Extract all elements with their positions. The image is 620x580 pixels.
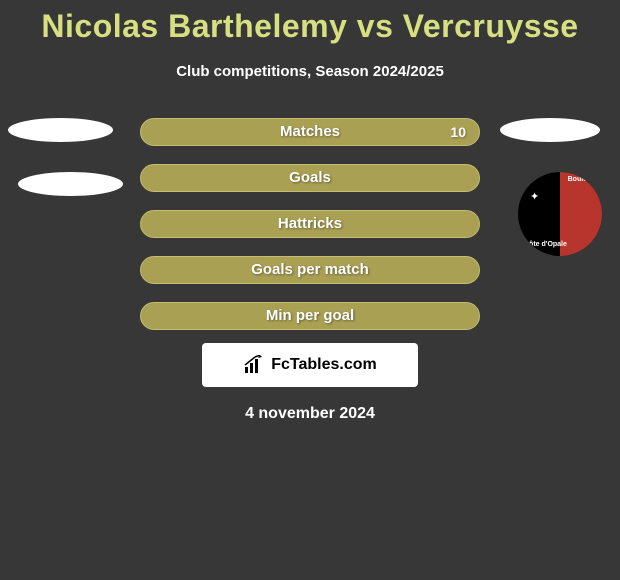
stat-row-goals: Goals bbox=[140, 164, 480, 192]
stat-label: Goals per match bbox=[140, 256, 480, 284]
comparison-card: Nicolas Barthelemy vs Vercruysse Club co… bbox=[0, 0, 620, 580]
player-marker-right bbox=[500, 118, 600, 142]
page-title: Nicolas Barthelemy vs Vercruysse bbox=[0, 0, 620, 45]
stat-row-matches: Matches 10 bbox=[140, 118, 480, 146]
brand-text: FcTables.com bbox=[271, 356, 377, 374]
stat-row-min-per-goal: Min per goal bbox=[140, 302, 480, 330]
brand-badge[interactable]: FcTables.com bbox=[202, 343, 418, 387]
stat-row-goals-per-match: Goals per match bbox=[140, 256, 480, 284]
stat-label: Matches bbox=[140, 118, 480, 146]
player-marker-left-2 bbox=[18, 172, 123, 196]
stat-label: Min per goal bbox=[140, 302, 480, 330]
club-logo-star-icon: ✦ bbox=[530, 190, 539, 203]
brand-chart-icon bbox=[243, 355, 265, 375]
stat-value: 10 bbox=[450, 118, 466, 146]
page-subtitle: Club competitions, Season 2024/2025 bbox=[0, 63, 620, 80]
player-marker-left-1 bbox=[8, 118, 113, 142]
comparison-chart: Boulogn ✦ Côte d'Opale Matches 10 Goals … bbox=[0, 118, 620, 328]
club-logo-text-bottom: Côte d'Opale bbox=[524, 241, 567, 248]
stat-bars: Matches 10 Goals Hattricks Goals per mat… bbox=[140, 118, 480, 348]
stat-label: Hattricks bbox=[140, 210, 480, 238]
club-logo: Boulogn ✦ Côte d'Opale bbox=[518, 172, 602, 256]
club-logo-text-top: Boulogn bbox=[568, 176, 596, 183]
stat-row-hattricks: Hattricks bbox=[140, 210, 480, 238]
footer-date: 4 november 2024 bbox=[0, 405, 620, 423]
stat-label: Goals bbox=[140, 164, 480, 192]
